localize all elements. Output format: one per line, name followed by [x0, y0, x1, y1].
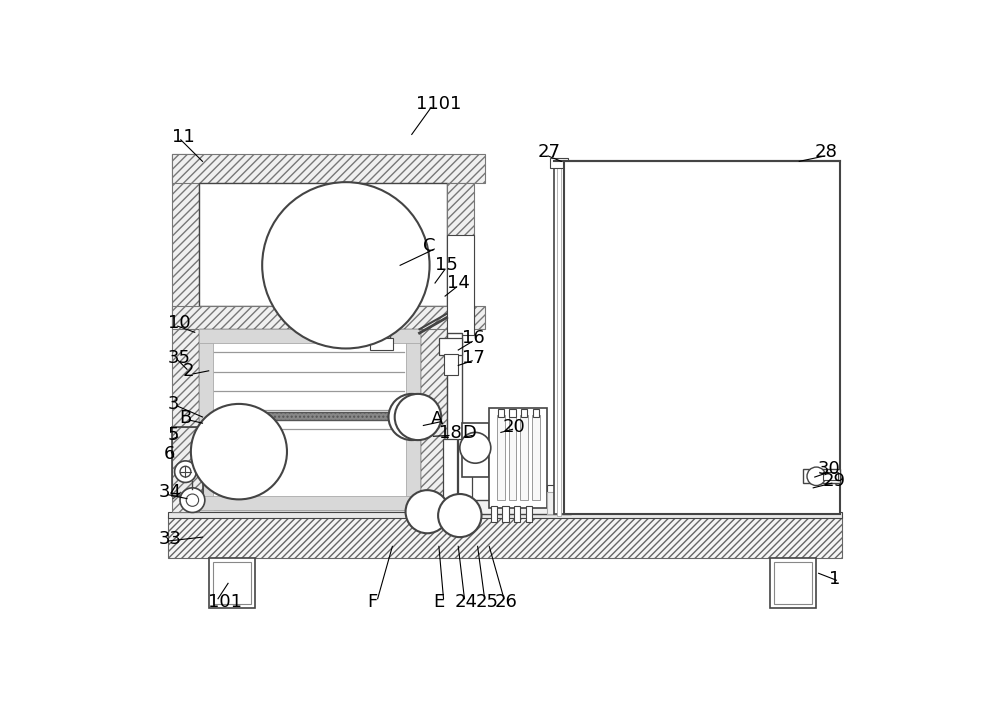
Bar [458, 439, 472, 515]
Ellipse shape [438, 494, 482, 537]
Bar [172, 306, 485, 329]
Bar [213, 413, 408, 420]
Bar [172, 154, 199, 512]
Bar [520, 415, 528, 500]
Text: 1: 1 [829, 569, 840, 588]
Text: 15: 15 [435, 257, 458, 274]
Text: A: A [431, 411, 444, 428]
Bar [213, 562, 251, 604]
Text: 1101: 1101 [416, 95, 461, 112]
Bar [168, 512, 842, 518]
Text: F: F [368, 593, 378, 611]
Bar [420, 308, 447, 512]
Text: 20: 20 [502, 418, 525, 436]
Bar [199, 329, 420, 343]
Bar [172, 427, 202, 496]
Text: 5: 5 [168, 426, 179, 444]
Text: B: B [179, 408, 192, 427]
Text: 3: 3 [168, 395, 179, 413]
Bar [447, 235, 474, 335]
Bar [370, 338, 393, 350]
Bar [491, 506, 497, 522]
Bar [509, 415, 516, 500]
Bar [420, 500, 571, 514]
Bar [199, 329, 420, 510]
Ellipse shape [388, 394, 435, 440]
Bar [443, 439, 457, 515]
Text: E: E [433, 593, 445, 611]
Text: 26: 26 [495, 593, 518, 611]
Bar [172, 154, 485, 183]
Text: 33: 33 [158, 529, 181, 548]
Bar [498, 409, 504, 417]
Text: 34: 34 [158, 484, 181, 501]
Bar [462, 423, 489, 477]
Text: 101: 101 [208, 593, 242, 611]
Bar [532, 415, 540, 500]
Bar [550, 158, 568, 167]
Bar [526, 506, 532, 522]
Bar [533, 409, 539, 417]
Bar [554, 162, 564, 514]
Text: 17: 17 [462, 349, 485, 367]
Bar [514, 506, 520, 522]
Text: 14: 14 [447, 274, 470, 292]
Bar [373, 308, 390, 340]
Bar [439, 338, 462, 356]
Ellipse shape [262, 182, 430, 349]
Text: 30: 30 [818, 460, 841, 478]
Bar [199, 329, 213, 510]
Ellipse shape [191, 404, 287, 499]
Bar [199, 496, 420, 510]
Bar [497, 415, 505, 500]
Bar [168, 515, 842, 558]
Bar [489, 408, 547, 508]
Bar [502, 506, 509, 522]
Text: 16: 16 [462, 330, 485, 347]
Bar [774, 562, 812, 604]
Text: 35: 35 [168, 349, 191, 367]
Bar [822, 472, 838, 480]
Ellipse shape [807, 467, 826, 486]
Ellipse shape [395, 394, 441, 440]
Bar [199, 183, 447, 306]
Text: 2: 2 [183, 362, 195, 380]
Text: 18: 18 [439, 424, 462, 442]
Bar [172, 427, 202, 496]
Bar [803, 470, 840, 483]
Bar [209, 558, 255, 608]
Text: 25: 25 [475, 593, 498, 611]
Ellipse shape [186, 494, 199, 506]
Bar [770, 558, 816, 608]
Text: 27: 27 [538, 143, 561, 161]
Bar [447, 333, 462, 503]
Text: 6: 6 [164, 445, 175, 463]
Bar [557, 162, 561, 515]
Bar [447, 183, 474, 333]
Ellipse shape [460, 432, 491, 463]
Ellipse shape [180, 466, 191, 477]
Bar [509, 409, 516, 417]
Bar [547, 493, 571, 514]
Bar [406, 329, 420, 510]
Ellipse shape [180, 488, 205, 512]
Bar [521, 409, 527, 417]
Text: 11: 11 [172, 128, 194, 146]
Text: 28: 28 [815, 143, 838, 161]
Text: D: D [462, 424, 476, 442]
Ellipse shape [175, 461, 196, 482]
Text: 10: 10 [168, 314, 190, 332]
Ellipse shape [406, 490, 449, 534]
Text: C: C [423, 237, 436, 255]
Text: 24: 24 [454, 593, 477, 611]
Bar [547, 485, 571, 494]
Text: 29: 29 [822, 472, 846, 490]
Bar [564, 162, 840, 514]
Bar [444, 354, 458, 375]
